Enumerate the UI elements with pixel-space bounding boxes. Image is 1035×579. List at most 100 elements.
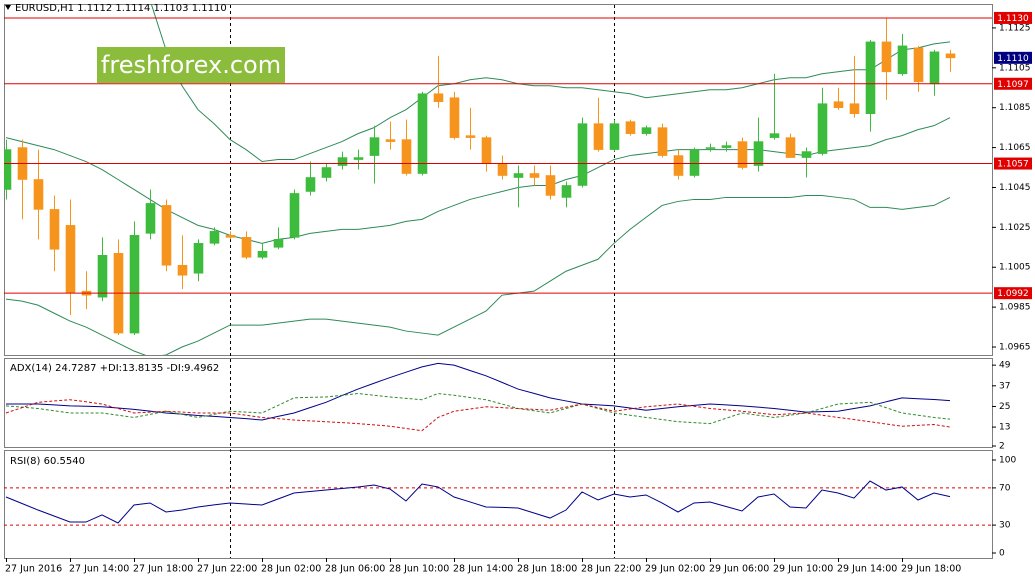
candle-body [177, 264, 188, 276]
candle-body [497, 163, 508, 176]
y-tick-label: 1.1045 [999, 183, 1031, 193]
bollinger-band [5, 194, 951, 355]
price-level-box [994, 77, 1032, 90]
indicator-line [5, 393, 951, 425]
candle-body [881, 41, 892, 73]
candle-body [401, 139, 412, 174]
y-tick-label: 1.0985 [999, 303, 1031, 313]
candle-body [353, 157, 364, 160]
price-level-box [994, 287, 1032, 300]
candle-body [561, 185, 572, 198]
x-tick-label: 29 Jun 10:00 [773, 564, 833, 575]
indicator-line [6, 362, 951, 421]
candle-body [913, 47, 924, 83]
candle-body [65, 225, 76, 294]
candle-body [129, 235, 140, 334]
candle-body [945, 53, 956, 59]
watermark-text: freshforex.com [101, 51, 281, 79]
candle-body [49, 209, 60, 250]
candle-body [161, 205, 172, 266]
price-level-label: 1.1130 [997, 14, 1029, 24]
candle-body [97, 254, 108, 298]
x-tick-label: 27 Jun 2016 [5, 564, 62, 575]
y-tick-label: 49 [999, 361, 1011, 371]
x-tick-label: 28 Jun 18:00 [517, 564, 577, 575]
x-tick-label: 29 Jun 14:00 [837, 564, 897, 575]
candle-body [897, 45, 908, 75]
candle-body [545, 175, 556, 196]
x-tick-label: 28 Jun 02:00 [261, 564, 321, 575]
x-tick-label: 29 Jun 06:00 [709, 564, 769, 575]
candle-body [785, 137, 796, 158]
candle-body [337, 157, 348, 166]
candle-body [657, 127, 668, 156]
candle-body [465, 135, 476, 138]
candle-body [449, 97, 460, 138]
x-tick-label: 28 Jun 22:00 [581, 564, 641, 575]
x-tick-label: 28 Jun 14:00 [453, 564, 513, 575]
candle-body [865, 41, 876, 114]
y-tick-label: 2 [999, 442, 1005, 452]
candle-body [321, 167, 332, 178]
price-plot [4, 4, 992, 355]
candle-body [225, 235, 236, 238]
adx-plot [5, 362, 951, 432]
candle-body [385, 139, 396, 142]
candle-body [577, 123, 588, 186]
candle-body [833, 101, 844, 108]
x-tick-label: 27 Jun 14:00 [69, 564, 129, 575]
y-tick-label: 13 [999, 423, 1010, 433]
candle-body [209, 231, 220, 244]
y-tick-label: 1.1105 [999, 63, 1031, 73]
candle-body [417, 93, 428, 174]
price-level-label: 1.1057 [997, 160, 1029, 170]
y-tick-label: 30 [999, 521, 1011, 531]
x-tick-label: 29 Jun 02:00 [645, 564, 705, 575]
candle-body [641, 127, 652, 134]
y-tick-label: 100 [999, 456, 1016, 466]
candle-body [481, 137, 492, 164]
candle-body [689, 149, 700, 176]
bollinger-band [150, 4, 951, 163]
y-tick-label: 70 [999, 483, 1011, 493]
price-level-label: 1.0992 [997, 289, 1029, 299]
watermark: freshforex.com [97, 47, 285, 83]
y-tick-label: 1.1005 [999, 263, 1031, 273]
y-tick-label: 1.1065 [999, 143, 1031, 153]
rsi-title: RSI(8) 60.5540 [10, 456, 85, 467]
candle-body [145, 203, 156, 234]
candle-body [929, 51, 940, 85]
candle-body [609, 123, 620, 150]
candle-body [705, 147, 716, 149]
watermark-box [97, 47, 285, 83]
candle-body [241, 237, 252, 258]
price-level-box [994, 157, 1032, 170]
candle-body [433, 93, 444, 103]
candle-body [753, 141, 764, 166]
y-tick-label: 37 [999, 381, 1010, 391]
y-tick-label: 0 [999, 549, 1005, 559]
menu-triangle [5, 5, 11, 10]
rsi-panel-frame [4, 450, 993, 559]
last-price-label: 1.1110 [997, 54, 1029, 64]
candle-body [369, 137, 380, 156]
rsi-plot [4, 480, 992, 526]
candle-body [33, 179, 44, 210]
candle-body [769, 133, 780, 138]
candle-body [801, 151, 812, 158]
indicator-line [5, 399, 951, 432]
candle-body [593, 123, 604, 150]
candle-body [673, 155, 684, 176]
x-tick-label: 27 Jun 22:00 [197, 564, 257, 575]
candle-body [289, 193, 300, 238]
y-tick-label: 25 [999, 402, 1010, 412]
price-level-label: 1.1097 [997, 80, 1029, 90]
candle-body [513, 173, 524, 178]
adx-panel-frame [4, 358, 993, 448]
price-level-box [994, 11, 1032, 24]
candle-body [625, 121, 636, 134]
chart-title: EURUSD,H1 1.1112 1.1114 1.1103 1.1110 [15, 3, 227, 14]
candle-body [4, 149, 12, 190]
